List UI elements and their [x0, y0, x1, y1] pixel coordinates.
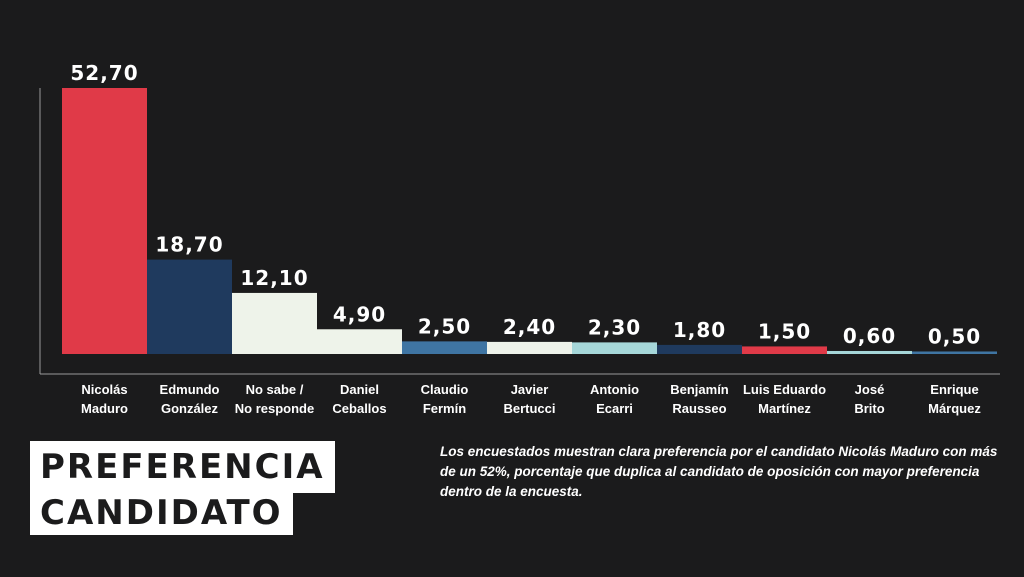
category-label-10-line-0: Enrique	[930, 382, 978, 397]
category-label-0-line-0: Nicolás	[81, 382, 127, 397]
value-label-4: 2,50	[418, 314, 471, 338]
bar-0	[62, 88, 147, 354]
category-label-9-line-0: José	[855, 382, 885, 397]
category-label-10: Enrique Márquez	[928, 382, 981, 416]
category-label-1-line-0: Edmundo	[160, 382, 220, 397]
category-label-0: Nicolás Maduro	[81, 382, 128, 416]
category-label-3: Daniel Ceballos	[332, 382, 386, 416]
category-label-5-line-1: Bertucci	[503, 401, 555, 416]
category-label-7-line-1: Rausseo	[672, 401, 726, 416]
category-label-3-line-1: Ceballos	[332, 401, 386, 416]
category-label-8-line-1: Martínez	[758, 401, 811, 416]
category-label-0-line-1: Maduro	[81, 401, 128, 416]
category-label-1: Edmundo González	[160, 382, 220, 416]
title-line-2: CANDIDATO	[30, 491, 293, 535]
title-line-1: PREFERENCIA	[30, 441, 335, 493]
value-label-5: 2,40	[503, 315, 556, 339]
category-label-1-line-1: González	[161, 401, 219, 416]
bars-group	[62, 88, 997, 354]
category-label-2-line-1: No responde	[235, 401, 314, 416]
bar-chart: 52,70 18,70 12,10 4,90 2,50 2,40 2,30 1,80 1,50 0…	[39, 61, 1000, 416]
category-label-2: No sabe / No responde	[235, 382, 314, 416]
category-label-9-line-1: Brito	[854, 401, 884, 416]
value-label-7: 1,80	[673, 318, 726, 342]
value-label-9: 0,60	[843, 324, 896, 348]
value-label-1: 18,70	[155, 233, 223, 257]
category-label-3-line-0: Daniel	[340, 382, 379, 397]
bar-9	[827, 350, 912, 354]
bar-1	[147, 259, 232, 354]
category-label-5-line-0: Javier	[511, 382, 549, 397]
category-label-4-line-0: Claudio	[421, 382, 469, 397]
category-label-6-line-0: Antonio	[590, 382, 639, 397]
category-label-5: Javier Bertucci	[503, 382, 555, 416]
value-label-3: 4,90	[333, 302, 386, 326]
category-label-6-line-1: Ecarri	[596, 401, 633, 416]
value-label-6: 2,30	[588, 315, 641, 339]
bar-10	[912, 351, 997, 354]
category-label-10-line-1: Márquez	[928, 401, 981, 416]
value-label-0: 52,70	[70, 61, 138, 85]
value-label-2: 12,10	[240, 266, 308, 290]
category-label-2-line-0: No sabe /	[246, 382, 304, 397]
category-label-8-line-0: Luis Eduardo	[743, 382, 826, 397]
bar-4	[402, 341, 487, 354]
category-label-6: Antonio Ecarri	[590, 382, 639, 416]
bar-2	[232, 292, 317, 354]
category-label-7: Benjamín Rausseo	[670, 382, 729, 416]
value-labels-group: 52,70 18,70 12,10 4,90 2,50 2,40 2,30 1,80 1,50 0…	[70, 61, 981, 348]
value-label-10: 0,50	[928, 324, 981, 348]
category-label-4: Claudio Fermín	[421, 382, 469, 416]
category-label-4-line-1: Fermín	[423, 401, 466, 416]
bar-6	[572, 342, 657, 354]
bar-8	[742, 346, 827, 354]
bar-5	[487, 341, 572, 354]
value-label-8: 1,50	[758, 319, 811, 343]
bar-3	[317, 329, 402, 354]
chart-caption: Los encuestados muestran clara preferenc…	[440, 444, 998, 499]
category-label-9: José Brito	[854, 382, 884, 416]
category-label-8: Luis Eduardo Martínez	[743, 382, 826, 416]
bar-7	[657, 344, 742, 354]
category-label-7-line-0: Benjamín	[670, 382, 729, 397]
